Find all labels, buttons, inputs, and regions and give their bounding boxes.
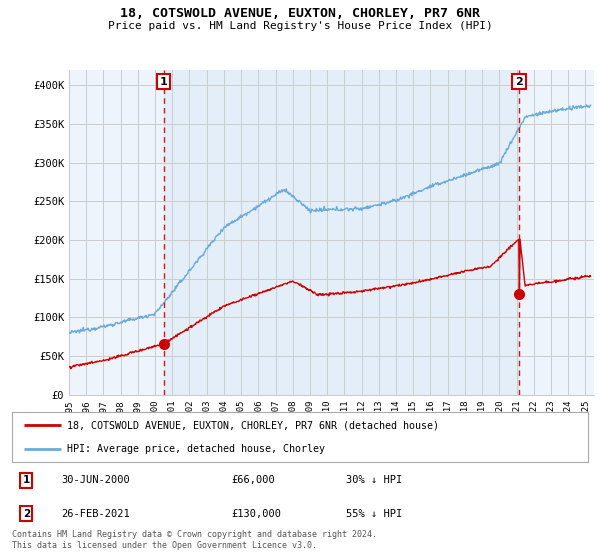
Text: Price paid vs. HM Land Registry's House Price Index (HPI): Price paid vs. HM Land Registry's House … bbox=[107, 21, 493, 31]
Text: 1: 1 bbox=[23, 475, 30, 486]
Text: 1: 1 bbox=[160, 77, 167, 87]
Text: 55% ↓ HPI: 55% ↓ HPI bbox=[346, 508, 403, 519]
Text: 26-FEB-2021: 26-FEB-2021 bbox=[61, 508, 130, 519]
Text: 2: 2 bbox=[515, 77, 523, 87]
Bar bbox=[164, 70, 519, 395]
Text: £130,000: £130,000 bbox=[231, 508, 281, 519]
Text: HPI: Average price, detached house, Chorley: HPI: Average price, detached house, Chor… bbox=[67, 445, 325, 454]
Text: 30% ↓ HPI: 30% ↓ HPI bbox=[346, 475, 403, 486]
Text: 30-JUN-2000: 30-JUN-2000 bbox=[61, 475, 130, 486]
Text: 18, COTSWOLD AVENUE, EUXTON, CHORLEY, PR7 6NR: 18, COTSWOLD AVENUE, EUXTON, CHORLEY, PR… bbox=[120, 7, 480, 20]
Text: Contains HM Land Registry data © Crown copyright and database right 2024.: Contains HM Land Registry data © Crown c… bbox=[12, 530, 377, 539]
Text: 2: 2 bbox=[23, 508, 30, 519]
Text: £66,000: £66,000 bbox=[231, 475, 275, 486]
Text: 18, COTSWOLD AVENUE, EUXTON, CHORLEY, PR7 6NR (detached house): 18, COTSWOLD AVENUE, EUXTON, CHORLEY, PR… bbox=[67, 420, 439, 430]
Text: This data is licensed under the Open Government Licence v3.0.: This data is licensed under the Open Gov… bbox=[12, 541, 317, 550]
